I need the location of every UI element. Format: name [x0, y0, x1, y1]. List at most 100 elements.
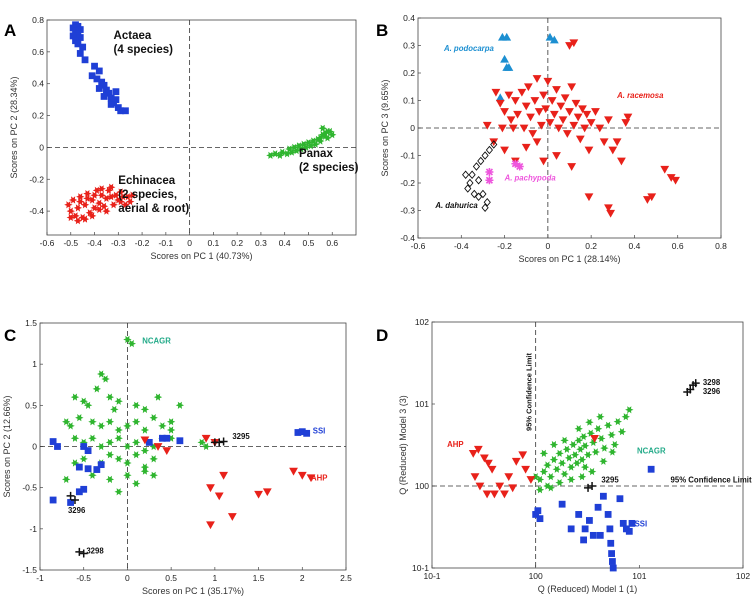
data-point — [500, 146, 509, 155]
data-point — [85, 209, 94, 217]
x-tick-label: 101 — [632, 571, 646, 581]
y-tick-label: -1 — [29, 524, 37, 534]
data-point — [599, 492, 607, 500]
data-point — [666, 174, 676, 182]
data-point — [608, 448, 617, 456]
data-point — [66, 422, 75, 430]
data-point — [97, 370, 106, 378]
series-panax — [266, 124, 337, 159]
data-point — [83, 401, 93, 409]
x-tick-label: 0.8 — [715, 241, 727, 251]
data-point — [603, 421, 613, 429]
data-point — [596, 413, 605, 421]
data-point — [577, 455, 587, 464]
data-point — [140, 426, 150, 434]
data-point — [539, 467, 549, 476]
data-point — [278, 148, 287, 156]
data-point — [502, 32, 512, 41]
data-point — [153, 393, 163, 401]
data-point — [479, 189, 487, 199]
data-point — [90, 191, 99, 199]
annotation-label: AHP — [447, 440, 463, 449]
data-point — [289, 467, 298, 476]
data-point — [88, 212, 97, 220]
data-point — [95, 85, 103, 92]
panel-letter: A — [4, 21, 16, 40]
x-tick-label: 10-1 — [423, 571, 440, 581]
data-point — [49, 496, 57, 504]
data-point — [660, 165, 670, 174]
data-point — [95, 205, 104, 214]
data-point — [123, 471, 132, 479]
data-point — [140, 463, 150, 471]
data-point — [149, 471, 158, 479]
data-point — [145, 438, 153, 446]
x-axis-label: Q (Reduced) Model 1 (1) — [538, 584, 638, 594]
data-point — [153, 443, 163, 451]
data-point — [285, 145, 294, 153]
y-tick-label: -0.2 — [29, 174, 44, 184]
data-point — [623, 113, 633, 122]
data-point — [482, 490, 492, 499]
data-point — [625, 527, 633, 535]
data-point — [472, 162, 481, 171]
data-point — [104, 186, 113, 194]
annotation-label: Panax (2 species) — [299, 148, 359, 174]
y-tick-label: 1.5 — [25, 318, 37, 328]
data-point — [90, 204, 99, 212]
data-point — [541, 105, 551, 114]
data-point — [585, 418, 594, 426]
y-axis-label: Scores on PC 3 (9.65%) — [380, 79, 390, 176]
annotation-line: 95% Confidence Limit — [671, 476, 752, 485]
data-point — [491, 88, 501, 97]
data-point — [99, 202, 109, 210]
x-tick-label: 0.3 — [255, 238, 267, 248]
data-point — [318, 124, 327, 132]
data-point — [532, 511, 540, 518]
annotation-label: Echinacea (2 species, aerial & root) — [118, 175, 189, 215]
series-a-dahurica — [462, 140, 498, 213]
annotation-line: Echinacea — [118, 175, 175, 187]
data-point — [70, 434, 80, 442]
data-point — [567, 163, 577, 171]
data-point — [521, 102, 531, 111]
data-point — [597, 434, 606, 443]
data-point — [81, 56, 89, 64]
data-point — [593, 425, 603, 433]
data-point — [489, 138, 499, 147]
data-point — [215, 438, 224, 447]
data-point — [604, 511, 612, 518]
y-tick-label: 0 — [410, 123, 415, 133]
data-point — [132, 438, 141, 446]
data-point — [484, 459, 493, 468]
series-ncagr — [531, 406, 634, 494]
annotation-label: SSI — [635, 520, 648, 529]
data-point — [549, 110, 559, 119]
data-point — [510, 97, 520, 105]
data-point — [84, 465, 92, 473]
data-point — [591, 108, 600, 116]
data-point — [479, 454, 489, 463]
annotation-label: 3296 — [68, 506, 86, 515]
annotation-line: Panax — [299, 148, 333, 160]
data-point — [166, 418, 176, 426]
data-point — [571, 99, 581, 108]
data-point — [470, 189, 478, 199]
data-point — [504, 63, 514, 71]
annotation-label: NCAGR — [637, 446, 666, 455]
data-point — [604, 116, 613, 125]
data-point — [123, 335, 132, 344]
data-point — [271, 150, 280, 158]
x-tick-label: -0.6 — [411, 241, 426, 251]
x-tick-label: 0.5 — [165, 573, 177, 583]
data-point — [539, 91, 548, 100]
data-point — [105, 451, 115, 459]
data-point — [62, 475, 71, 484]
x-tick-label: -0.6 — [40, 238, 55, 248]
data-point — [132, 418, 141, 426]
data-point — [546, 473, 555, 481]
annotation-line: 3295 — [232, 432, 250, 441]
data-point — [596, 531, 604, 539]
data-point — [545, 32, 555, 41]
data-point — [481, 151, 489, 160]
